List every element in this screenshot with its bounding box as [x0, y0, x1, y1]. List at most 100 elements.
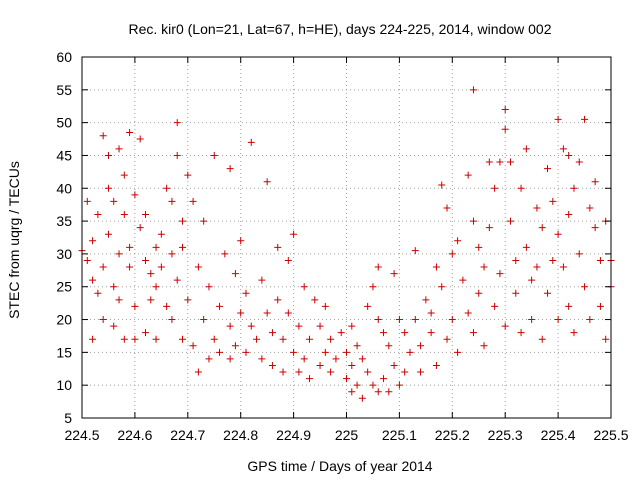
data-point	[512, 256, 520, 264]
data-point	[422, 296, 430, 304]
data-point	[152, 283, 160, 291]
data-point	[210, 335, 218, 343]
data-point	[374, 263, 382, 271]
data-point	[284, 309, 292, 317]
x-tick-label: 225.3	[488, 427, 523, 443]
data-point	[268, 329, 276, 337]
data-point	[194, 368, 202, 376]
data-point	[575, 158, 583, 166]
data-point	[438, 181, 446, 189]
data-point	[131, 302, 139, 310]
data-point	[99, 263, 107, 271]
data-point	[284, 256, 292, 264]
data-point	[517, 184, 525, 192]
data-point	[115, 250, 123, 258]
data-point	[480, 342, 488, 350]
data-point	[94, 289, 102, 297]
data-point	[83, 197, 91, 205]
data-point	[120, 171, 128, 179]
data-point	[581, 283, 589, 291]
y-tick-label: 55	[56, 82, 72, 98]
data-point	[432, 361, 440, 369]
data-point	[411, 316, 419, 324]
data-point	[157, 263, 165, 271]
data-point	[385, 342, 393, 350]
data-point	[136, 135, 144, 143]
data-point	[327, 335, 335, 343]
chart-title: Rec. kir0 (Lon=21, Lat=67, h=HE), days 2…	[129, 21, 552, 37]
data-point	[395, 381, 403, 389]
data-point	[300, 355, 308, 363]
data-point	[501, 322, 509, 330]
data-point	[104, 230, 112, 238]
data-point	[321, 348, 329, 356]
data-point	[596, 256, 604, 264]
y-tick-label: 10	[56, 377, 72, 393]
data-point	[475, 289, 483, 297]
data-point	[179, 217, 187, 225]
data-point	[226, 355, 234, 363]
data-point	[591, 178, 599, 186]
data-point	[575, 250, 583, 258]
data-points	[78, 86, 615, 402]
data-point	[179, 335, 187, 343]
data-point	[168, 197, 176, 205]
x-tick-label: 225.5	[593, 427, 628, 443]
data-point	[438, 283, 446, 291]
data-point	[279, 368, 287, 376]
data-point	[554, 115, 562, 123]
data-point	[544, 165, 552, 173]
y-tick-label: 30	[56, 246, 72, 262]
data-point	[189, 342, 197, 350]
data-point	[237, 309, 245, 317]
data-point	[380, 375, 388, 383]
data-point	[464, 171, 472, 179]
data-point	[305, 335, 313, 343]
data-point	[147, 270, 155, 278]
data-point	[163, 302, 171, 310]
data-point	[522, 243, 530, 251]
data-point	[120, 211, 128, 219]
data-point	[586, 316, 594, 324]
data-point	[173, 119, 181, 127]
data-point	[152, 243, 160, 251]
data-point	[163, 184, 171, 192]
data-point	[602, 335, 610, 343]
data-point	[226, 165, 234, 173]
data-point	[274, 243, 282, 251]
data-point	[242, 348, 250, 356]
y-tick-label: 15	[56, 344, 72, 360]
data-point	[184, 296, 192, 304]
data-point	[549, 197, 557, 205]
data-point	[443, 335, 451, 343]
y-tick-label: 25	[56, 279, 72, 295]
data-point	[533, 204, 541, 212]
data-point	[448, 316, 456, 324]
data-point	[173, 276, 181, 284]
data-point	[559, 263, 567, 271]
data-point	[226, 322, 234, 330]
data-point	[528, 276, 536, 284]
data-point	[496, 270, 504, 278]
data-point	[104, 151, 112, 159]
data-point	[131, 335, 139, 343]
data-point	[258, 276, 266, 284]
data-point	[559, 145, 567, 153]
y-axis-label: STEC from uqrg / TECUs	[6, 161, 22, 319]
data-point	[506, 158, 514, 166]
x-tick-label: 224.7	[170, 427, 205, 443]
data-point	[506, 217, 514, 225]
y-tick-labels: 5 10 15 20 25 30 35 40 45 50 55 60	[56, 49, 72, 426]
data-point	[343, 348, 350, 356]
data-point	[343, 375, 350, 383]
data-point	[94, 211, 102, 219]
data-point	[189, 197, 197, 205]
data-point	[364, 302, 372, 310]
x-axis-label: GPS time / Days of year 2014	[247, 458, 432, 474]
data-point	[538, 335, 546, 343]
data-point	[179, 243, 187, 251]
data-point	[141, 329, 149, 337]
data-point	[321, 302, 329, 310]
data-point	[337, 329, 345, 337]
